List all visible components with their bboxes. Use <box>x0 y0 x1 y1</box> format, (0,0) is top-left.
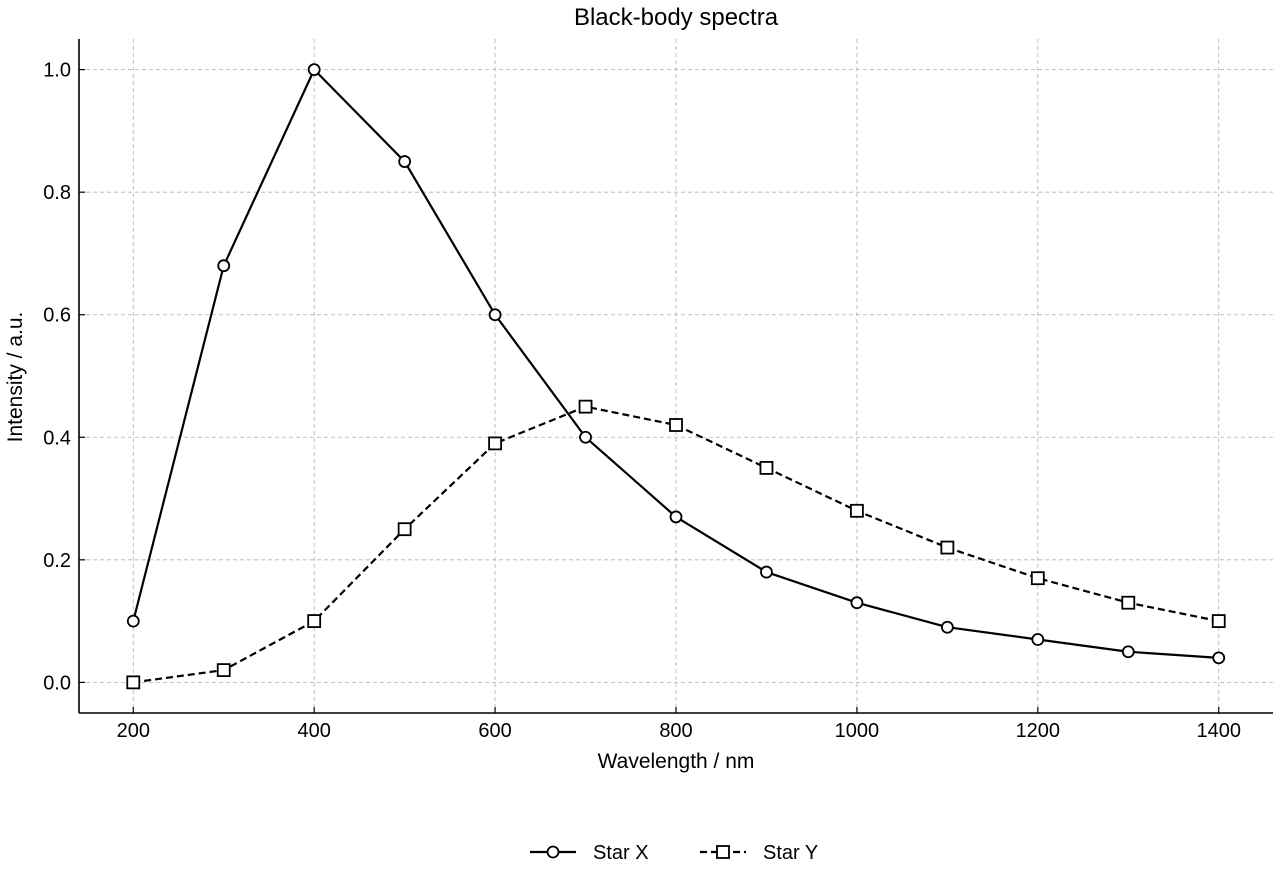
y-tick-label: 0.0 <box>43 672 71 694</box>
data-point-star-x <box>217 259 231 273</box>
data-point-star-y <box>126 675 141 690</box>
axes: 200 400 600 800 1000 1200 1400 0.0 0.2 0.4 0.6 0.8 1… <box>43 39 1273 742</box>
y-tick-label: 0.4 <box>43 427 71 449</box>
y-axis-label: Intensity / a.u. <box>4 312 27 443</box>
x-tick-label: 200 <box>117 720 150 742</box>
data-point-star-y <box>1121 595 1136 610</box>
y-tick-label: 0.2 <box>43 550 71 572</box>
data-point-star-x <box>579 430 592 444</box>
legend-label-star-y: Star Y <box>763 842 818 864</box>
legend-item-star-y: Star Y <box>700 842 818 864</box>
x-tick-label: 800 <box>659 720 692 742</box>
data-point-star-y <box>1211 614 1226 628</box>
grid <box>79 39 1273 713</box>
legend-item-star-x: Star X <box>530 842 649 864</box>
legend: Star X Star Y <box>530 842 818 864</box>
legend-label-star-x: Star X <box>593 842 649 864</box>
y-tick-label: 0.8 <box>43 182 71 204</box>
chart-labels: Black-body spectra Wavelength / nm Inten… <box>4 4 779 773</box>
series-star-x <box>126 63 1226 665</box>
data-point-star-x <box>1031 633 1045 646</box>
data-point-star-x <box>1212 651 1226 665</box>
chart-title: Black-body spectra <box>574 4 779 31</box>
data-point-star-y <box>488 436 502 451</box>
y-tick-label: 0.6 <box>43 305 71 327</box>
data-point-star-y <box>850 503 864 518</box>
x-tick-label: 1200 <box>1016 720 1061 742</box>
data-point-star-x <box>850 596 864 610</box>
data-point-star-x <box>488 308 502 322</box>
data-point-star-y <box>759 461 774 475</box>
legend-marker-star-y <box>716 845 730 859</box>
data-point-star-y <box>1030 571 1045 586</box>
series-star-y <box>126 399 1226 690</box>
data-point-star-x <box>760 565 773 579</box>
data-point-star-x <box>126 614 140 628</box>
x-tick-label: 400 <box>297 720 330 742</box>
data-point-star-x <box>669 510 683 524</box>
x-axis-label: Wavelength / nm <box>598 750 755 773</box>
data-point-star-x <box>398 155 412 168</box>
data-point-star-y <box>578 399 593 414</box>
data-point-star-y <box>397 522 412 537</box>
legend-marker-star-x <box>546 845 560 859</box>
data-series <box>126 63 1226 690</box>
y-tick-label: 1.0 <box>43 60 71 82</box>
x-tick-label: 600 <box>478 720 511 742</box>
x-tick-label: 1000 <box>835 720 880 742</box>
data-point-star-y <box>940 540 955 555</box>
data-point-star-y <box>669 418 683 432</box>
data-point-star-x <box>940 620 954 634</box>
data-point-star-x <box>307 63 321 77</box>
x-tick-label: 1400 <box>1196 720 1241 742</box>
data-point-star-y <box>216 663 231 678</box>
data-point-star-x <box>1121 645 1135 659</box>
data-point-star-y <box>307 614 322 628</box>
